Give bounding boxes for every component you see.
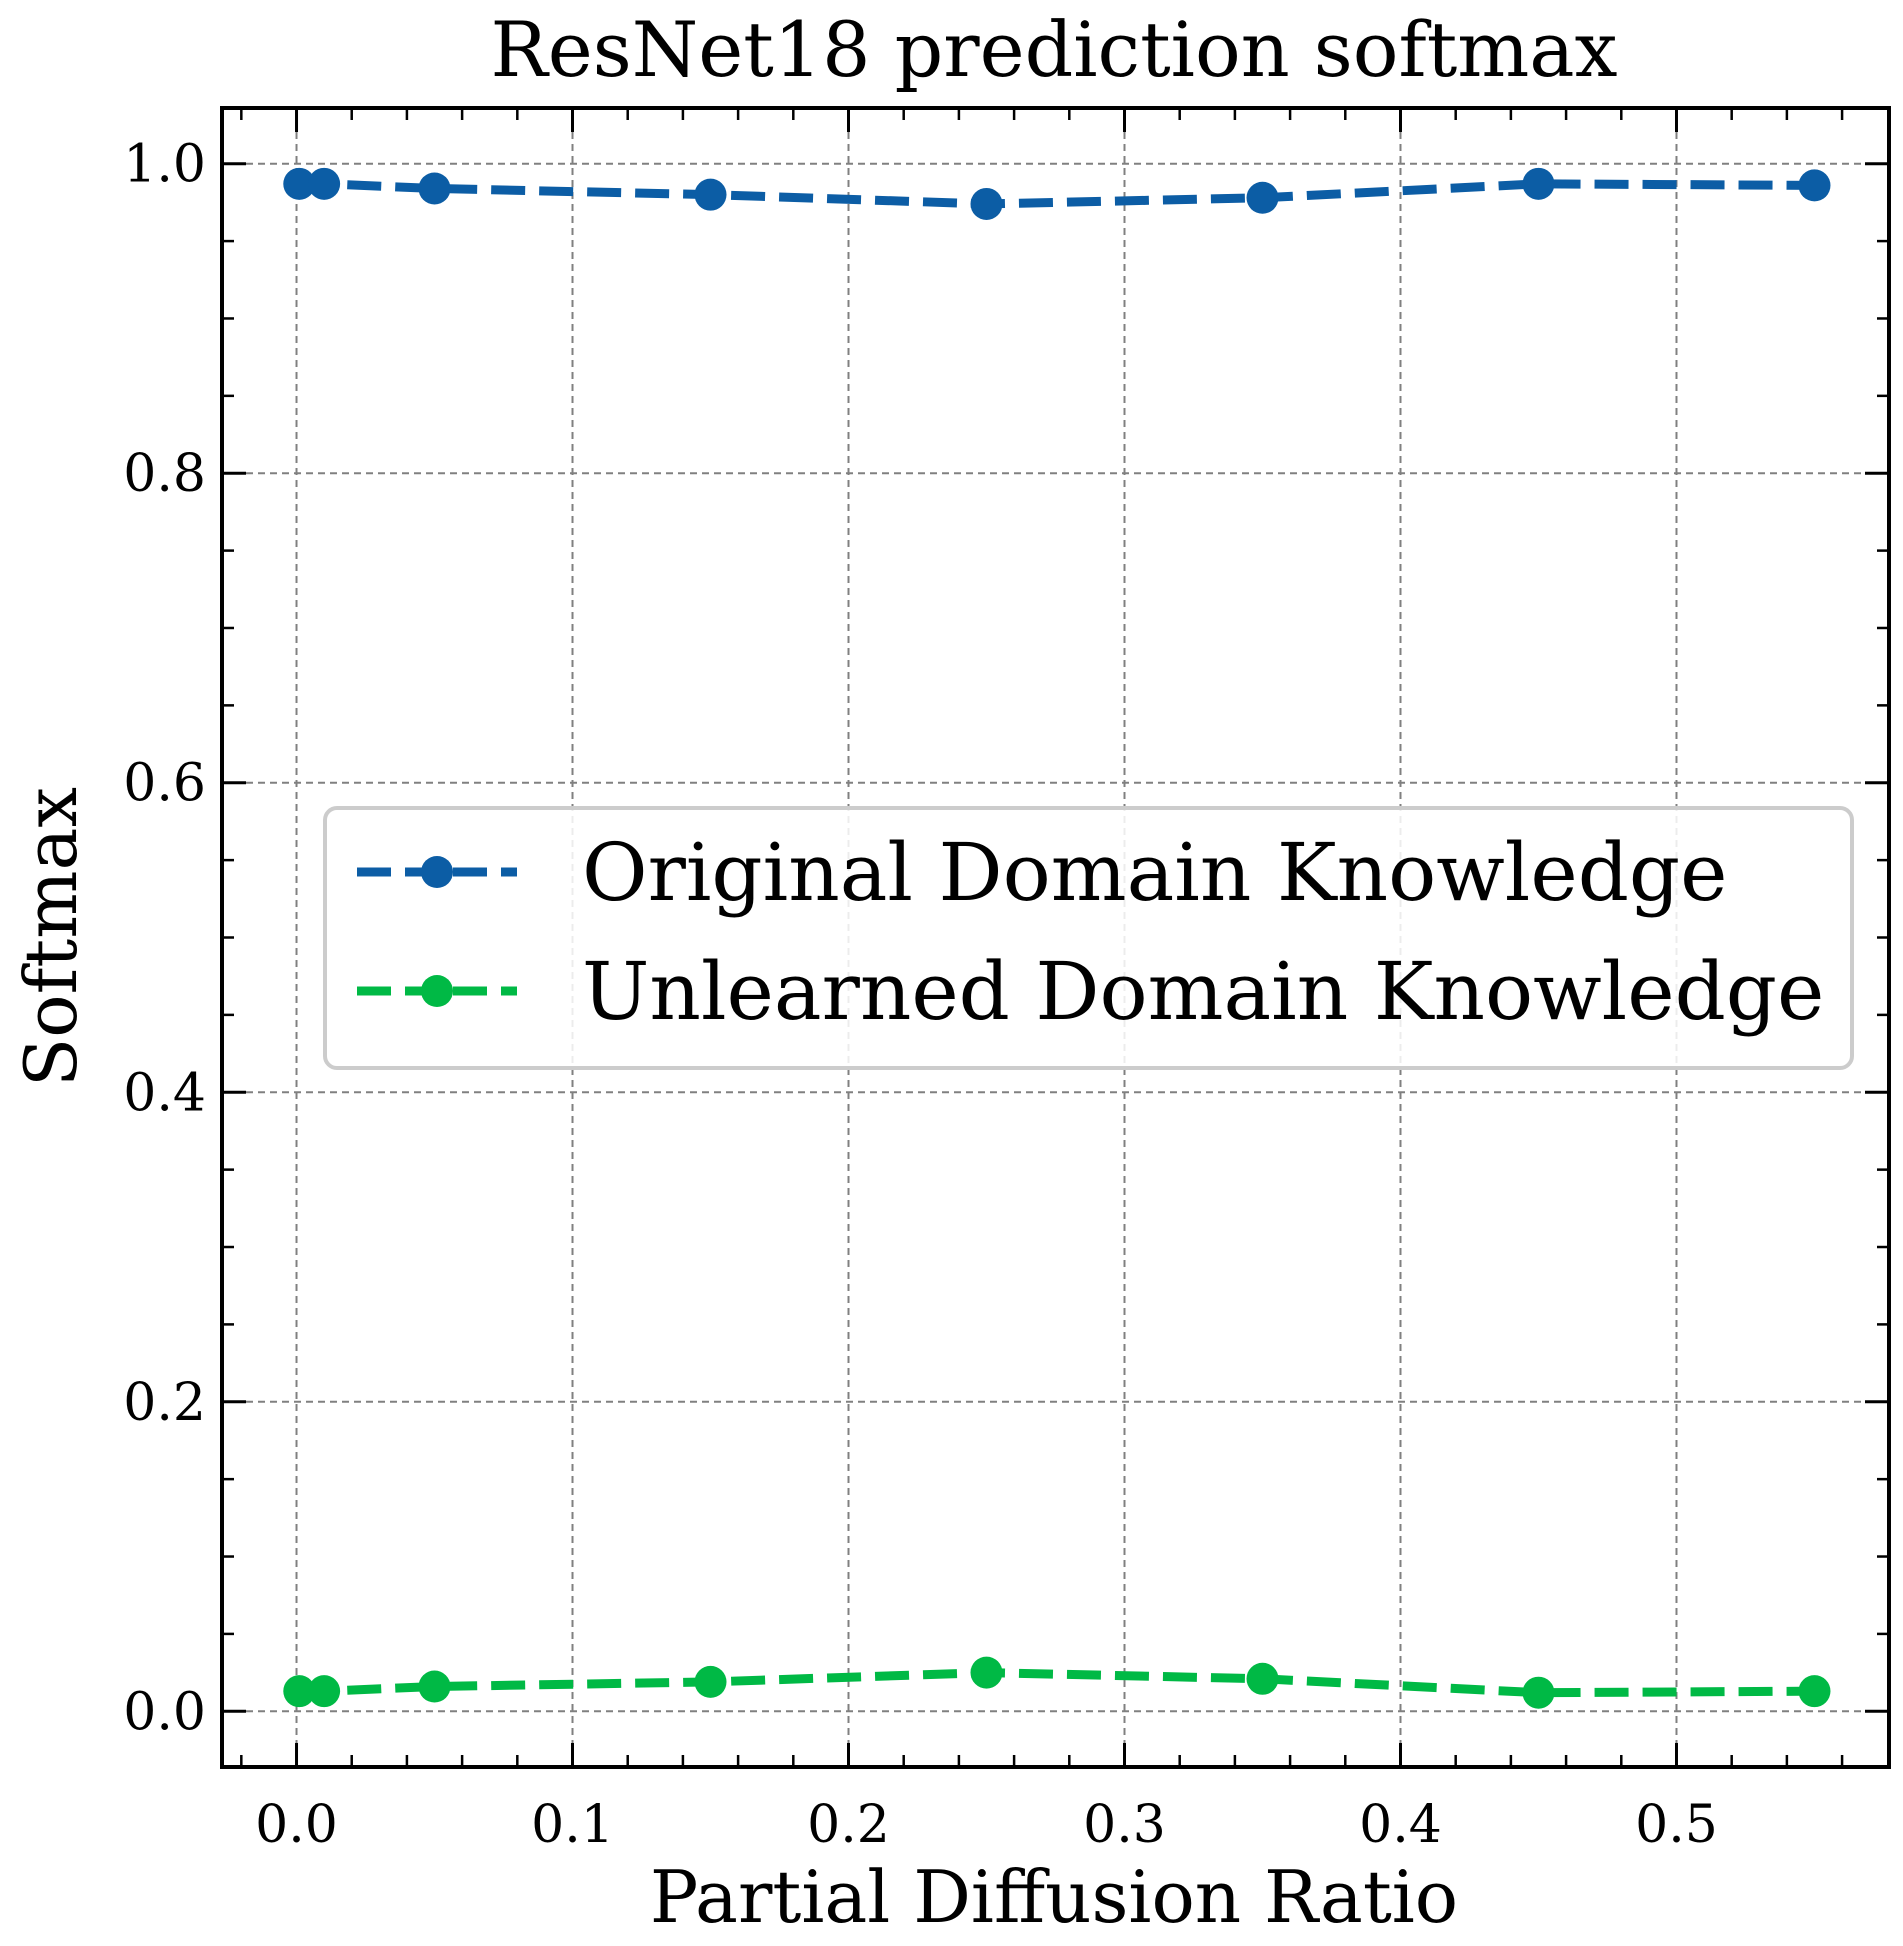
data-point — [1798, 1675, 1831, 1708]
tick-labels: 0.0 0.1 0.2 0.3 0.4 0.5 0.0 0.2 0.4 0.6 0.8 1.0 — [123, 135, 1718, 1855]
x-tick-label: 0.0 — [255, 1795, 338, 1855]
data-point — [308, 1675, 341, 1708]
legend-entry: Unlearned Domain Knowledge — [357, 945, 1824, 1038]
data-point — [1246, 1662, 1279, 1695]
data-point — [418, 1670, 451, 1703]
x-tick-label: 0.3 — [1083, 1795, 1166, 1855]
data-point — [694, 1665, 727, 1698]
legend-label: Unlearned Domain Knowledge — [582, 945, 1824, 1038]
legend-marker — [421, 975, 453, 1007]
series-1 — [283, 167, 1831, 220]
series-layer — [283, 167, 1831, 1709]
y-tick-label: 1.0 — [123, 135, 206, 195]
x-tick-label: 0.1 — [531, 1795, 614, 1855]
data-point — [283, 1675, 316, 1708]
data-point — [970, 1656, 1003, 1689]
legend: Original Domain Knowledge Unlearned Domai… — [323, 806, 1854, 1070]
x-tick-label: 0.4 — [1359, 1795, 1442, 1855]
data-point — [1798, 169, 1831, 202]
y-axis-label: Softmax — [9, 787, 93, 1087]
data-point — [970, 187, 1003, 220]
plot-frame — [220, 106, 1891, 1769]
legend-label: Original Domain Knowledge — [582, 826, 1727, 919]
legend-entries: Original Domain Knowledge Unlearned Domai… — [357, 826, 1824, 1038]
data-point — [1522, 167, 1555, 200]
legend-entry: Original Domain Knowledge — [357, 826, 1727, 919]
y-tick-label: 0.4 — [123, 1063, 206, 1123]
series-line — [299, 1668, 1815, 1698]
data-point — [308, 167, 341, 200]
legend-marker — [421, 856, 453, 888]
data-point — [694, 178, 727, 211]
x-tick-label: 0.2 — [807, 1795, 890, 1855]
data-point — [283, 167, 316, 200]
legend-box — [323, 806, 1854, 1070]
chart-title: ResNet18 prediction softmax — [491, 5, 1618, 94]
data-point — [1522, 1676, 1555, 1709]
series-line — [299, 179, 1815, 209]
x-axis-label: Partial Diffusion Ratio — [650, 1855, 1458, 1939]
y-tick-label: 0.8 — [123, 444, 206, 504]
y-tick-label: 0.6 — [123, 754, 206, 814]
data-point — [1246, 181, 1279, 214]
y-tick-label: 0.0 — [123, 1682, 206, 1742]
y-tick-label: 0.2 — [123, 1373, 206, 1433]
x-tick-label: 0.5 — [1635, 1795, 1718, 1855]
data-point — [418, 172, 451, 205]
series-2 — [283, 1656, 1831, 1709]
